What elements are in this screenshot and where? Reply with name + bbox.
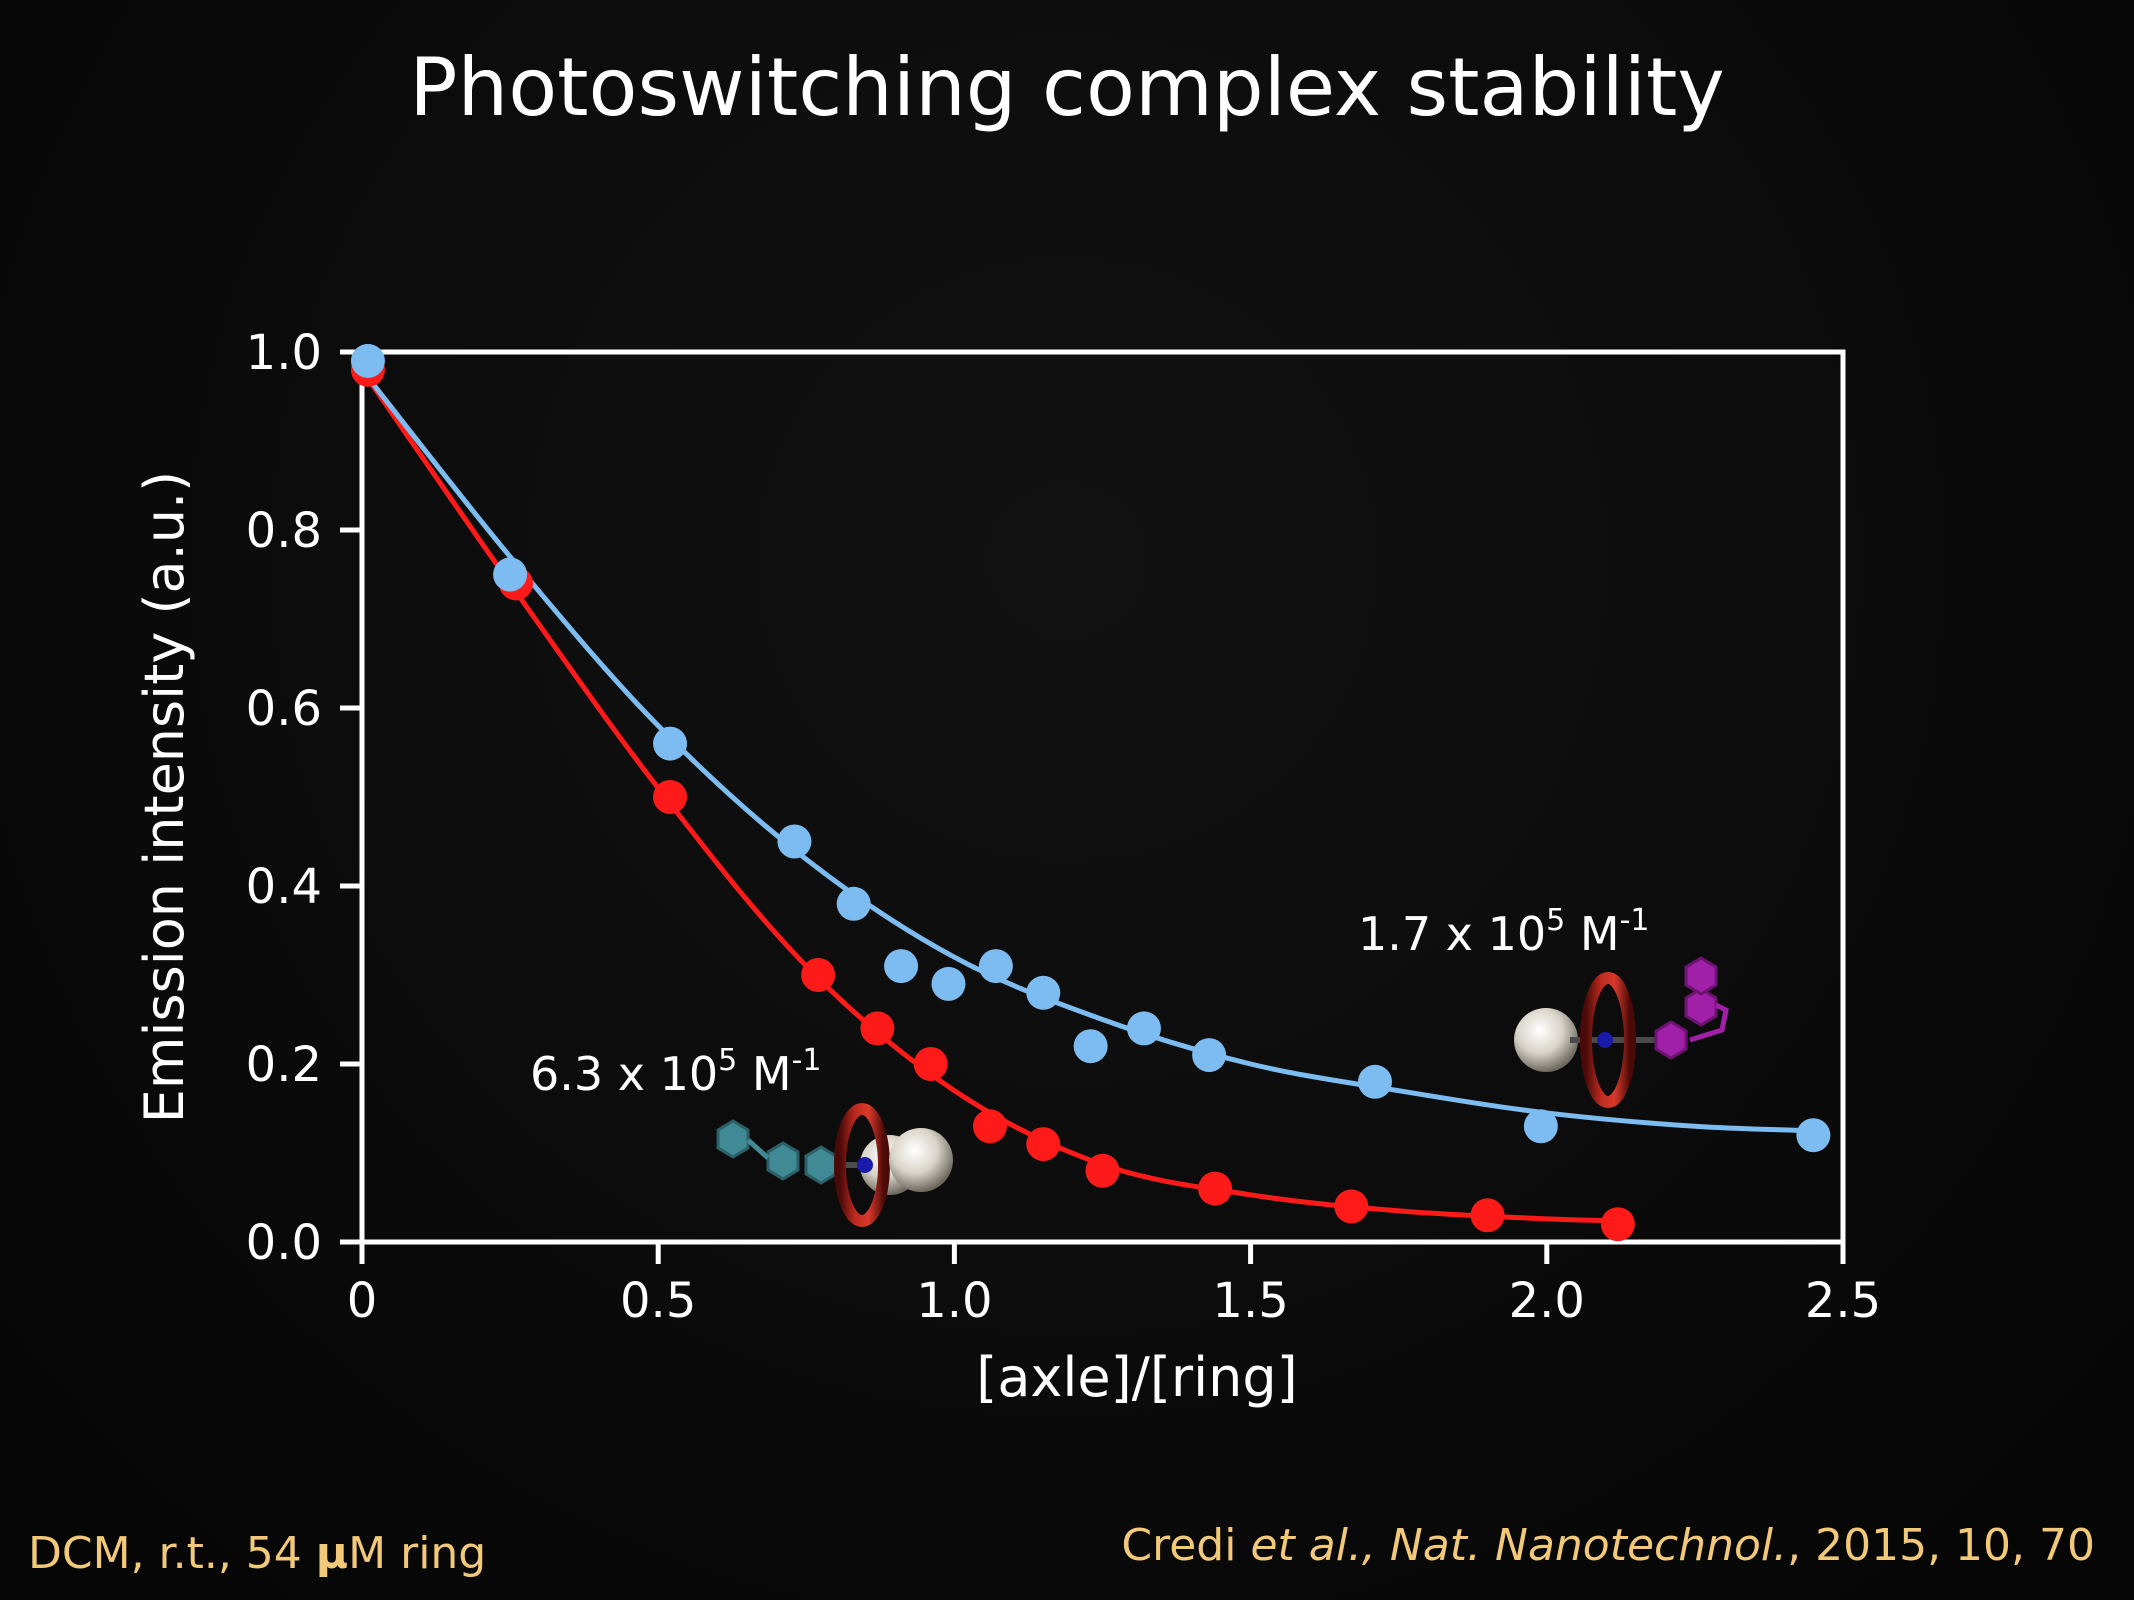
data-points — [350, 343, 1831, 1242]
y-tick-label: 0.2 — [246, 1037, 322, 1093]
red-binding-unit-exp: -1 — [792, 1043, 822, 1078]
red-fit-curve — [359, 368, 1618, 1224]
footer-conditions: DCM, r.t., 54 µM ring — [28, 1528, 486, 1579]
red-data-point — [1334, 1189, 1369, 1224]
citation-author: Credi — [1121, 1520, 1250, 1571]
citation-etal: et al., — [1250, 1520, 1389, 1571]
blue-data-point — [1126, 1011, 1161, 1046]
red-data-point — [801, 958, 836, 992]
footer-conditions-mu: µ — [316, 1528, 348, 1579]
blue-fit-curve — [360, 368, 1814, 1134]
blue-data-point — [1192, 1038, 1227, 1073]
blue-binding-unit: M — [1565, 907, 1619, 961]
red-binding-base: 6.3 x 10 — [530, 1047, 718, 1101]
rotaxane-purple-molecule-icon — [1514, 956, 1729, 1108]
footer-conditions-prefix: DCM, r.t., 54 — [28, 1528, 316, 1579]
y-tick-label: 0.6 — [246, 681, 322, 737]
blue-data-point — [836, 886, 871, 921]
blue-data-point — [1523, 1109, 1558, 1144]
blue-data-point — [1026, 975, 1061, 1010]
y-axis-ticks: 0.0 0.2 0.4 0.6 0.8 1.0 — [246, 325, 362, 1271]
x-tick-label: 1.5 — [1212, 1273, 1288, 1329]
citation-rest: , 2015, 10, 70 — [1787, 1520, 2095, 1571]
red-data-point — [653, 780, 688, 814]
blue-binding-unit-exp: -1 — [1620, 903, 1650, 938]
x-axis-label: [axle]/[ring] — [976, 1346, 1297, 1409]
y-tick-label: 1.0 — [246, 325, 322, 381]
red-data-point — [913, 1047, 948, 1081]
y-axis-label: Emission intensity (a.u.) — [133, 471, 196, 1123]
red-data-point — [972, 1109, 1007, 1144]
x-axis-ticks: 0 0.5 1.0 1.5 2.0 2.5 — [347, 1242, 1881, 1329]
slide-title: Photoswitching complex stability — [409, 41, 1724, 134]
red-data-point — [1198, 1171, 1233, 1206]
y-tick-label: 0.0 — [246, 1215, 322, 1271]
red-binding-exp: 5 — [718, 1043, 737, 1078]
y-tick-label: 0.8 — [246, 503, 322, 559]
y-tick-label: 0.4 — [246, 859, 322, 915]
red-data-point — [860, 1011, 895, 1046]
blue-binding-exp: 5 — [1546, 903, 1565, 938]
citation-journal: Nat. Nanotechnol. — [1390, 1520, 1787, 1571]
footer-citation: Credi et al., Nat. Nanotechnol., 2015, 1… — [1121, 1520, 2095, 1571]
blue-data-point — [978, 949, 1013, 984]
blue-data-point — [653, 726, 688, 761]
footer-conditions-suffix: M ring — [348, 1528, 486, 1579]
plot-frame — [359, 349, 1846, 1245]
blue-data-point — [1358, 1064, 1393, 1099]
blue-binding-constant: 1.7 x 105 M-1 — [1358, 903, 1649, 961]
blue-data-point — [350, 343, 385, 378]
x-tick-label: 0 — [347, 1273, 378, 1329]
red-data-point — [1600, 1207, 1635, 1242]
red-data-point — [1026, 1127, 1061, 1162]
red-binding-unit: M — [737, 1047, 791, 1101]
blue-data-point — [493, 557, 528, 592]
red-binding-constant: 6.3 x 105 M-1 — [530, 1043, 821, 1101]
blue-data-point — [777, 824, 812, 859]
red-data-point — [1470, 1198, 1505, 1233]
blue-binding-base: 1.7 x 10 — [1358, 907, 1546, 961]
x-tick-label: 2.0 — [1509, 1273, 1585, 1329]
x-tick-label: 0.5 — [620, 1273, 696, 1329]
blue-data-point — [1073, 1029, 1108, 1064]
x-tick-label: 1.0 — [916, 1273, 992, 1329]
x-tick-label: 2.5 — [1805, 1273, 1881, 1329]
red-data-point — [1085, 1153, 1120, 1188]
blue-data-point — [931, 966, 966, 1001]
blue-data-point — [884, 949, 919, 984]
rotaxane-teal-molecule-icon — [716, 1103, 953, 1227]
chart: 0.0 0.2 0.4 0.6 0.8 1.0 0 0.5 1.0 1.5 2.0 2.5 [axl… — [133, 325, 1881, 1409]
blue-data-point — [1796, 1118, 1831, 1153]
